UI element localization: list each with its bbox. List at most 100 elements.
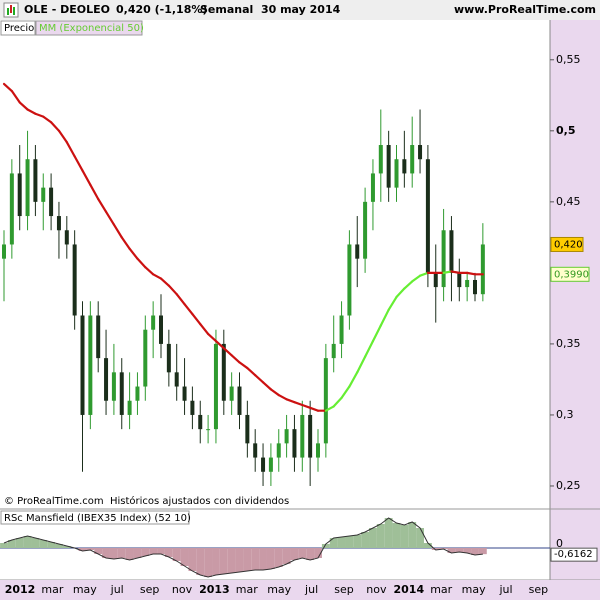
x-tick-label: jul bbox=[304, 583, 318, 596]
rsc-area bbox=[62, 546, 71, 548]
x-tick-label: nov bbox=[366, 583, 387, 596]
rsc-area bbox=[149, 548, 158, 554]
rsc-area bbox=[259, 548, 267, 570]
ma-segment bbox=[340, 385, 351, 399]
ma-segment bbox=[403, 280, 414, 290]
ma-segment bbox=[199, 322, 210, 336]
candle-body bbox=[418, 145, 423, 160]
rsc-area bbox=[321, 544, 330, 548]
ma-segment bbox=[42, 115, 53, 124]
candle-body bbox=[174, 372, 179, 387]
candle-body bbox=[9, 173, 14, 245]
rsc-title: RSc Mansfield (IBEX35 Index) (52 10) bbox=[4, 513, 191, 524]
ma-segment bbox=[89, 183, 100, 201]
value-tag bbox=[550, 547, 598, 562]
candle-body bbox=[56, 216, 61, 231]
rsc-area bbox=[235, 548, 244, 572]
rsc-area bbox=[471, 548, 479, 555]
ma-segment bbox=[387, 295, 398, 311]
candle-body bbox=[331, 343, 336, 359]
candle-body bbox=[80, 315, 85, 415]
candle-body bbox=[2, 244, 6, 259]
rsc-area bbox=[212, 548, 220, 575]
value-tag bbox=[550, 236, 584, 252]
rsc-area bbox=[384, 518, 393, 548]
rsc-area bbox=[455, 548, 464, 552]
ma-last-label: 0,3990 bbox=[554, 269, 589, 280]
candle-body bbox=[355, 244, 360, 259]
x-tick-label: sep bbox=[529, 583, 548, 596]
candle-body bbox=[370, 173, 375, 202]
candle-body bbox=[104, 358, 109, 401]
ma-segment bbox=[144, 266, 155, 276]
candle-body bbox=[88, 315, 93, 415]
ma-segment bbox=[128, 247, 139, 260]
ma-segment bbox=[18, 101, 29, 111]
candle-body bbox=[473, 279, 477, 295]
ma-segment bbox=[2, 82, 13, 93]
source: www.ProRealTime.com bbox=[454, 3, 596, 16]
ma-segment bbox=[175, 293, 186, 306]
rsc-area bbox=[290, 548, 299, 560]
ma-segment bbox=[207, 332, 218, 343]
candle-body bbox=[339, 315, 344, 344]
x-tick-label: 2012 bbox=[5, 583, 36, 596]
ma-segment bbox=[450, 270, 461, 274]
ma-segment bbox=[230, 354, 241, 364]
rsc-area bbox=[251, 548, 260, 570]
rsc-area bbox=[369, 528, 377, 548]
candle-body bbox=[72, 244, 77, 316]
chart-title: OLE - DEOLEO bbox=[24, 3, 110, 16]
y-tick-label: 0,5 bbox=[556, 124, 576, 137]
ma-segment bbox=[73, 155, 84, 172]
ma-label: MM (Exponencial 50) bbox=[39, 23, 144, 34]
rsc-area bbox=[47, 542, 56, 548]
candle-body bbox=[386, 145, 391, 188]
period: Semanal 30 may 2014 bbox=[200, 3, 341, 16]
ma-segment bbox=[293, 401, 304, 407]
rsc-area bbox=[125, 548, 134, 560]
rsc-area bbox=[204, 548, 213, 577]
candle-body bbox=[237, 386, 242, 415]
ma-segment bbox=[269, 388, 280, 397]
rsc-area bbox=[0, 543, 8, 548]
ma-segment bbox=[238, 361, 249, 370]
ma-segment bbox=[395, 287, 406, 299]
ma-segment bbox=[261, 381, 272, 391]
candle-body bbox=[17, 173, 22, 217]
candle-body bbox=[206, 429, 211, 431]
ma-segment bbox=[167, 284, 178, 296]
rsc-area bbox=[274, 548, 283, 567]
ma-segment bbox=[246, 366, 257, 377]
candle-body bbox=[316, 443, 320, 458]
x-tick-label: may bbox=[267, 583, 291, 596]
candle-body bbox=[402, 159, 407, 174]
candle-body bbox=[425, 159, 430, 273]
rsc-area bbox=[408, 522, 417, 548]
rsc-area bbox=[298, 548, 307, 558]
ma-segment bbox=[442, 270, 453, 274]
rsc-area bbox=[55, 544, 63, 548]
rsc-area bbox=[345, 536, 354, 548]
candle-body bbox=[182, 386, 187, 401]
ma-segment bbox=[466, 271, 477, 276]
candle-body bbox=[480, 244, 485, 295]
ma-segment bbox=[285, 398, 296, 404]
candle-body bbox=[41, 187, 46, 202]
ma-segment bbox=[301, 403, 312, 409]
rsc-area bbox=[15, 538, 24, 548]
ma-segment bbox=[26, 108, 37, 115]
y-tick-label: 0,3 bbox=[556, 408, 574, 421]
rsc-area bbox=[478, 548, 487, 555]
x-tick-label: jul bbox=[110, 583, 124, 596]
candle-body bbox=[190, 400, 195, 415]
price-label: Precio bbox=[4, 23, 34, 34]
ma-segment bbox=[159, 277, 170, 287]
rsc-area bbox=[463, 548, 472, 553]
ma-segment bbox=[57, 129, 68, 144]
candle-body bbox=[284, 429, 289, 444]
candle-body bbox=[245, 414, 250, 444]
legend-box bbox=[0, 20, 36, 36]
candle-body bbox=[127, 400, 132, 415]
